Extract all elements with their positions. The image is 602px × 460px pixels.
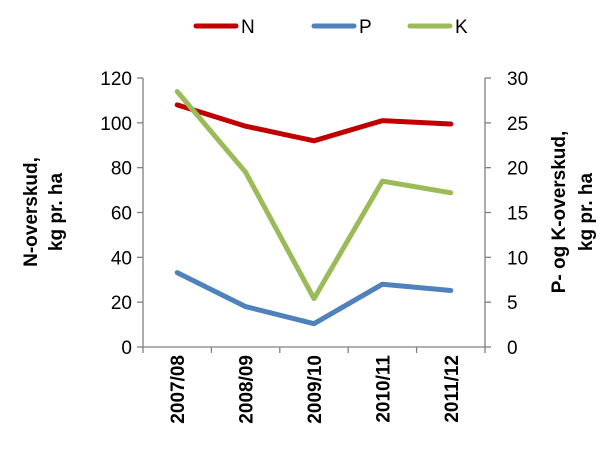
plot-frame [142, 78, 486, 348]
series-line-P [174, 270, 454, 327]
left-axis: 0 20 40 60 80 100 120 [100, 69, 143, 359]
right-axis-tick-label: 0 [507, 338, 518, 359]
x-axis-category-label: 2009/10 [305, 355, 326, 424]
left-axis-tick-label: 60 [111, 204, 132, 225]
right-axis-title-line2: kg pr. ha [576, 173, 597, 252]
legend-label-K: K [455, 17, 468, 38]
right-axis: 0 5 10 15 20 25 30 [485, 69, 528, 359]
left-axis-tick-label: 20 [111, 293, 132, 314]
left-axis-tick-label: 100 [100, 114, 132, 135]
left-axis-tick-label: 120 [100, 69, 132, 90]
right-axis-tick-label: 10 [507, 248, 528, 269]
x-axis-category-label: 2010/11 [373, 355, 394, 423]
series-line-N [174, 102, 454, 144]
right-axis-tick-label: 15 [507, 204, 528, 225]
right-axis-title-line1: P- og K-overskud, [549, 131, 570, 294]
right-axis-tick-label: 20 [507, 159, 528, 180]
legend-label-P: P [359, 17, 372, 38]
series-line-K [174, 89, 454, 302]
left-axis-title-line1: N-overskud, [21, 157, 42, 267]
legend-label-N: N [241, 17, 255, 38]
right-axis-tick-label: 25 [507, 114, 528, 135]
x-axis-category-label: 2008/09 [237, 355, 258, 424]
series-layer [174, 89, 454, 327]
x-axis-category-label: 2007/08 [168, 355, 189, 424]
right-axis-tick-label: 5 [507, 293, 518, 314]
x-axis-category-label: 2011/12 [442, 355, 463, 423]
left-axis-tick-label: 40 [111, 248, 132, 269]
left-axis-title-line2: kg pr. ha [46, 173, 67, 252]
x-axis: 2007/08 2008/09 2009/10 2010/11 2011/12 [142, 347, 486, 424]
left-axis-tick-label: 0 [121, 338, 132, 359]
right-axis-tick-label: 30 [507, 69, 528, 90]
left-axis-tick-label: 80 [111, 159, 132, 180]
